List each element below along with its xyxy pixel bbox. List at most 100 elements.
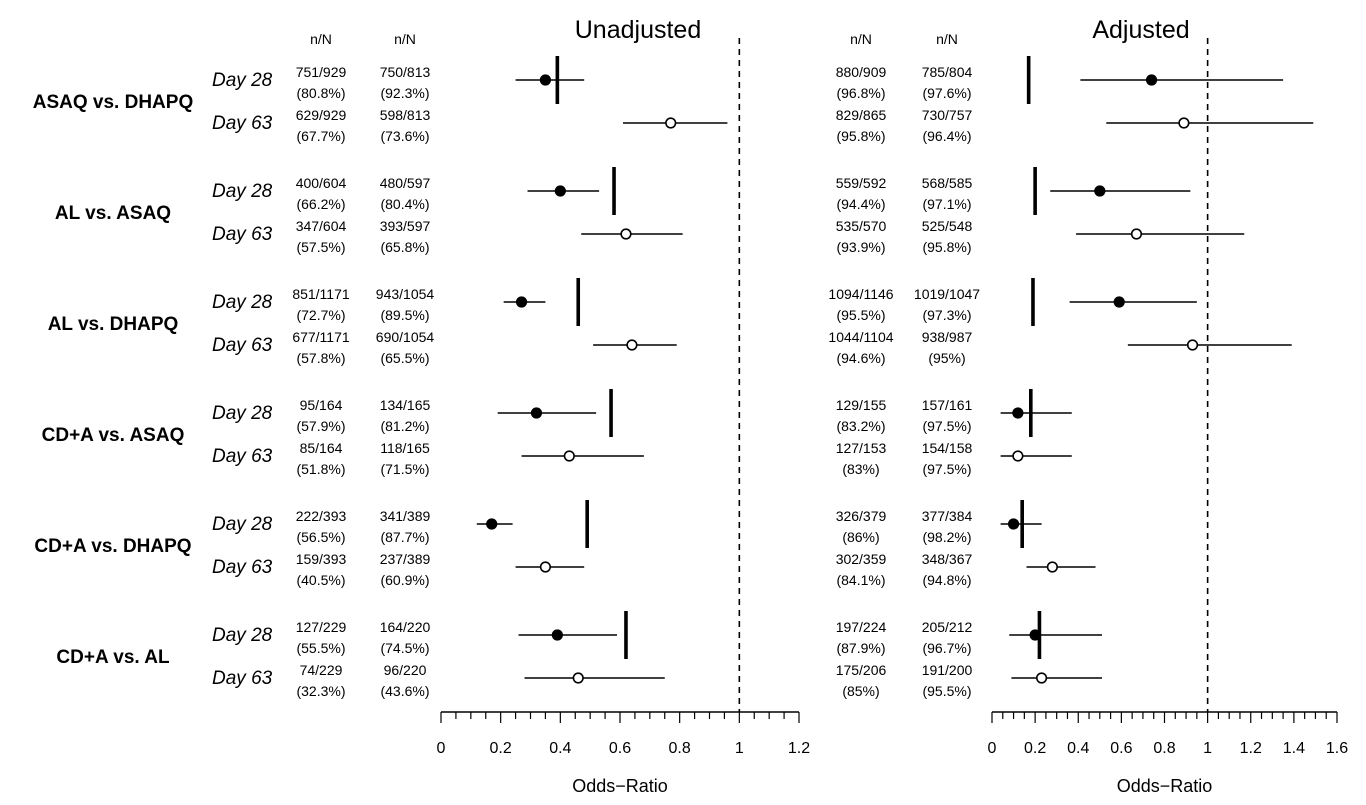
- count-n-over-N: 175/206: [836, 662, 887, 678]
- count-percent: (97.3%): [922, 307, 971, 323]
- count-percent: (60.9%): [380, 572, 429, 588]
- odds-ratio-point-day28: [530, 407, 543, 419]
- count-n-over-N: 302/359: [836, 551, 887, 567]
- count-percent: (57.9%): [296, 418, 345, 434]
- count-percent: (94.8%): [922, 572, 971, 588]
- odds-ratio-point-day63: [665, 117, 677, 129]
- count-percent: (71.5%): [380, 461, 429, 477]
- odds-ratio-point-day28: [539, 74, 552, 86]
- day-label: Day 63: [212, 224, 273, 245]
- count-percent: (85%): [842, 683, 879, 699]
- odds-ratio-point-day63: [626, 339, 638, 351]
- count-n-over-N: 205/212: [922, 619, 973, 635]
- x-tick-label: 1.6: [1326, 740, 1348, 757]
- x-tick-label: 0.4: [1067, 740, 1089, 757]
- count-n-over-N: 377/384: [922, 508, 973, 524]
- count-percent: (80.8%): [296, 85, 345, 101]
- count-n-over-N: 1094/1146: [828, 286, 893, 302]
- count-percent: (51.8%): [296, 461, 345, 477]
- odds-ratio-point-day28: [1012, 407, 1024, 419]
- odds-ratio-point-day28: [1145, 74, 1158, 86]
- column-header-n-N: n/N: [936, 31, 958, 47]
- count-n-over-N: 785/804: [922, 64, 973, 80]
- count-n-over-N: 943/1054: [376, 286, 435, 302]
- x-tick-label: 1: [735, 740, 744, 757]
- count-percent: (97.5%): [922, 418, 971, 434]
- count-n-over-N: 197/224: [836, 619, 887, 635]
- count-n-over-N: 480/597: [380, 175, 431, 191]
- count-percent: (81.2%): [380, 418, 429, 434]
- count-percent: (96.4%): [922, 128, 971, 144]
- x-tick-label: 0: [988, 740, 997, 757]
- count-percent: (96.8%): [836, 85, 885, 101]
- panel-title: Adjusted: [1092, 16, 1189, 44]
- count-percent: (80.4%): [380, 196, 429, 212]
- x-tick-label: 0.2: [1024, 740, 1046, 757]
- count-percent: (94.4%): [836, 196, 885, 212]
- count-percent: (57.8%): [296, 350, 345, 366]
- odds-ratio-point-day63: [620, 228, 632, 240]
- day-label: Day 28: [212, 70, 273, 91]
- odds-ratio-point-day28: [486, 518, 498, 530]
- comparison-label: AL vs. DHAPQ: [48, 314, 179, 335]
- comparison-label: CD+A vs. ASAQ: [42, 425, 185, 446]
- odds-ratio-point-day63: [563, 450, 575, 462]
- column-header-n-N: n/N: [850, 31, 872, 47]
- odds-ratio-point-day63: [1178, 117, 1190, 129]
- count-percent: (83.2%): [836, 418, 885, 434]
- x-tick-label: 0.4: [549, 740, 571, 757]
- x-tick-label: 0: [437, 740, 446, 757]
- odds-ratio-point-day28: [1029, 629, 1041, 641]
- count-n-over-N: 159/393: [296, 551, 347, 567]
- count-n-over-N: 134/165: [380, 397, 431, 413]
- count-n-over-N: 751/929: [296, 64, 347, 80]
- x-tick-label: 1.2: [788, 740, 810, 757]
- odds-ratio-point-day28: [1007, 518, 1020, 530]
- count-n-over-N: 191/200: [922, 662, 973, 678]
- count-percent: (67.7%): [296, 128, 345, 144]
- count-percent: (92.3%): [380, 85, 429, 101]
- day-label: Day 28: [212, 403, 273, 424]
- count-n-over-N: 750/813: [380, 64, 431, 80]
- count-n-over-N: 690/1054: [376, 329, 435, 345]
- day-label: Day 28: [212, 292, 273, 313]
- odds-ratio-point-day63: [1035, 672, 1048, 684]
- comparison-label: CD+A vs. AL: [56, 647, 170, 668]
- day-label: Day 63: [212, 335, 273, 356]
- count-percent: (86%): [842, 529, 879, 545]
- count-n-over-N: 237/389: [380, 551, 431, 567]
- count-n-over-N: 677/1171: [292, 329, 350, 345]
- count-percent: (95.8%): [922, 239, 971, 255]
- x-tick-label: 0.6: [609, 740, 631, 757]
- count-percent: (40.5%): [296, 572, 345, 588]
- count-percent: (95.8%): [836, 128, 885, 144]
- count-n-over-N: 118/165: [380, 440, 430, 456]
- odds-ratio-point-day28: [1094, 185, 1106, 197]
- count-n-over-N: 393/597: [380, 218, 431, 234]
- count-n-over-N: 96/220: [384, 662, 427, 678]
- count-n-over-N: 127/153: [836, 440, 887, 456]
- count-n-over-N: 938/987: [922, 329, 973, 345]
- count-n-over-N: 400/604: [296, 175, 347, 191]
- x-tick-label: 1.4: [1283, 740, 1305, 757]
- count-percent: (65.5%): [380, 350, 429, 366]
- count-percent: (89.5%): [380, 307, 429, 323]
- day-label: Day 28: [212, 625, 273, 646]
- x-tick-label: 0.8: [669, 740, 691, 757]
- count-n-over-N: 568/585: [922, 175, 973, 191]
- odds-ratio-point-day63: [539, 561, 552, 573]
- count-percent: (72.7%): [296, 307, 345, 323]
- count-percent: (87.9%): [836, 640, 885, 656]
- count-n-over-N: 629/929: [296, 107, 347, 123]
- odds-ratio-point-day63: [1130, 228, 1143, 240]
- comparison-label: CD+A vs. DHAPQ: [34, 536, 191, 557]
- count-n-over-N: 880/909: [836, 64, 887, 80]
- column-header-n-N: n/N: [310, 31, 332, 47]
- count-percent: (84.1%): [836, 572, 885, 588]
- x-tick-label: 0.2: [490, 740, 512, 757]
- count-percent: (97.6%): [922, 85, 971, 101]
- count-percent: (96.7%): [922, 640, 971, 656]
- count-percent: (94.6%): [836, 350, 885, 366]
